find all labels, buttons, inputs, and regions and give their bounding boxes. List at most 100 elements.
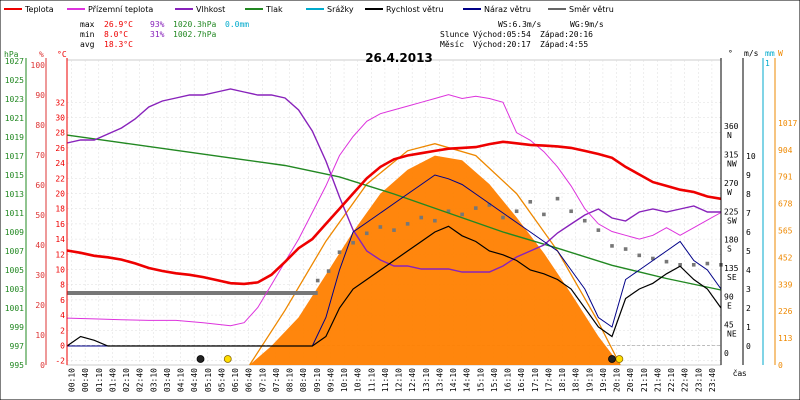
humidity-tick-label: 40	[35, 241, 45, 250]
x-tick-label: 13:10	[422, 368, 431, 392]
solar-tick-label: 565	[778, 227, 793, 236]
wind-tick-label: 3	[746, 285, 751, 294]
pressure-tick-label: 1009	[5, 228, 24, 237]
wind-direction-point	[446, 209, 451, 214]
wind-tick-label: 5	[746, 247, 751, 256]
wind-direction-point	[691, 263, 696, 267]
wind-tick-label: 8	[746, 190, 751, 199]
direction-tick-label: 270	[724, 179, 739, 188]
direction-name-label: N	[727, 131, 732, 140]
stat-avg-label: avg	[80, 40, 95, 49]
x-tick-label: 19:40	[599, 368, 608, 392]
x-tick-label: 21:10	[640, 368, 649, 392]
temperature-tick-label: 18	[55, 205, 65, 214]
x-tick-label: 18:40	[572, 368, 581, 392]
wind-direction-point	[378, 225, 383, 229]
x-tick-label: 15:40	[490, 368, 499, 392]
temperature-tick-label: 6	[60, 296, 65, 305]
wind-tick-label: 1	[746, 323, 751, 332]
stat-min-label: min	[80, 30, 95, 39]
direction-name-label: SW	[727, 216, 737, 225]
stat-avg-temp: 18.3°C	[104, 40, 133, 49]
legend-label: Směr větru	[569, 5, 614, 14]
humidity-tick-label: 90	[35, 91, 45, 100]
stat-max-humidity: 93%	[150, 20, 165, 29]
series-line-temperature	[66, 140, 722, 286]
wind-direction-point	[705, 261, 710, 266]
wind-tick-label: 10	[746, 152, 756, 161]
wind-direction-point	[514, 209, 519, 214]
solar-theoretical-line	[249, 143, 621, 366]
direction-tick-label: 360	[724, 122, 739, 131]
legend: Teplota Přízemní teplota Vlhkost Tlak Srážky…	[4, 5, 614, 14]
x-tick-label: 22:40	[681, 368, 690, 392]
direction-tick-label: 45	[724, 321, 734, 330]
x-tick-label: 17:40	[544, 368, 553, 392]
pressure-tick-label: 1025	[5, 76, 24, 85]
temperature-tick-label: 8	[60, 281, 65, 290]
x-tick-label: 17:10	[531, 368, 540, 392]
wind-direction-point	[433, 218, 437, 223]
x-tick-label: 10:40	[354, 368, 363, 392]
rain-tick-label: 1	[765, 59, 770, 68]
wind-direction-point	[392, 228, 396, 232]
humidity-tick-label: 0	[40, 361, 45, 370]
x-tick-label: 23:40	[708, 368, 717, 392]
wind-direction-point	[473, 206, 478, 210]
humidity-tick-label: 30	[35, 271, 45, 280]
x-tick-label: 02:10	[122, 368, 131, 392]
temperature-tick-label: 14	[55, 235, 65, 244]
wind-direction-point	[501, 215, 505, 220]
solar-tick-label: 904	[778, 146, 793, 155]
wind-direction-point	[460, 212, 464, 217]
stat-max-pressure: 1020.3hPa	[173, 20, 217, 29]
wind-direction-point	[419, 215, 424, 220]
series-line-ground-temperature	[66, 94, 722, 327]
pressure-tick-label: 1019	[5, 133, 24, 142]
legend-label: Přízemní teplota	[88, 5, 153, 14]
x-tick-label: 04:10	[177, 368, 186, 392]
wind-tick-label: 7	[746, 209, 751, 218]
solar-radiation-area	[249, 155, 621, 365]
legend-label: Srážky	[327, 5, 354, 14]
direction-name-label: E	[727, 301, 732, 310]
stat-min-pressure: 1002.7hPa	[173, 30, 217, 39]
axes: hPa% °C1027102510231021101910171015101310…	[4, 49, 797, 392]
direction-name-label: NW	[727, 160, 737, 169]
pressure-tick-label: 1013	[5, 190, 24, 199]
solar-tick-label: 1017	[778, 119, 797, 128]
x-tick-label: 03:10	[149, 368, 158, 392]
pressure-axis-unit: hPa	[4, 50, 19, 59]
x-tick-label: 14:10	[449, 368, 458, 392]
legend-label: Teplota	[24, 5, 54, 14]
sun-label: Slunce	[440, 30, 469, 39]
x-tick-label: 18:10	[558, 368, 567, 392]
wind-direction-point	[582, 218, 587, 223]
series-line-wind-gust	[67, 174, 722, 347]
humidity-tick-label: 80	[35, 121, 45, 130]
wind-direction-point	[364, 231, 369, 236]
sun-rise: Východ:05:54	[473, 30, 531, 39]
temperature-tick-label: 2	[60, 326, 65, 335]
direction-name-label: SE	[727, 273, 737, 282]
direction-name-label: S	[727, 245, 732, 254]
stat-min-temp: 8.0°C	[104, 30, 128, 39]
x-tick-label: 01:10	[95, 368, 104, 392]
wind-direction-point	[315, 278, 320, 283]
humidity-tick-label: 70	[35, 151, 45, 160]
wind-gust-max: WG:9m/s	[570, 20, 604, 29]
direction-name-label: NE	[727, 330, 737, 339]
rain-axis-unit: mm	[765, 49, 775, 58]
pressure-tick-label: 997	[10, 342, 25, 351]
sun-set: Západ:20:16	[540, 30, 593, 39]
moon-set: Západ:4:55	[540, 40, 588, 49]
series-line-wind-speed	[66, 225, 722, 347]
temperature-tick-label: 12	[55, 250, 65, 259]
x-tick-label: 05:10	[204, 368, 213, 392]
moonrise-marker	[608, 355, 616, 363]
temperature-tick-label: 22	[55, 174, 65, 183]
chart-title: 26.4.2013	[365, 51, 433, 65]
solar-tick-label: 678	[778, 200, 793, 209]
